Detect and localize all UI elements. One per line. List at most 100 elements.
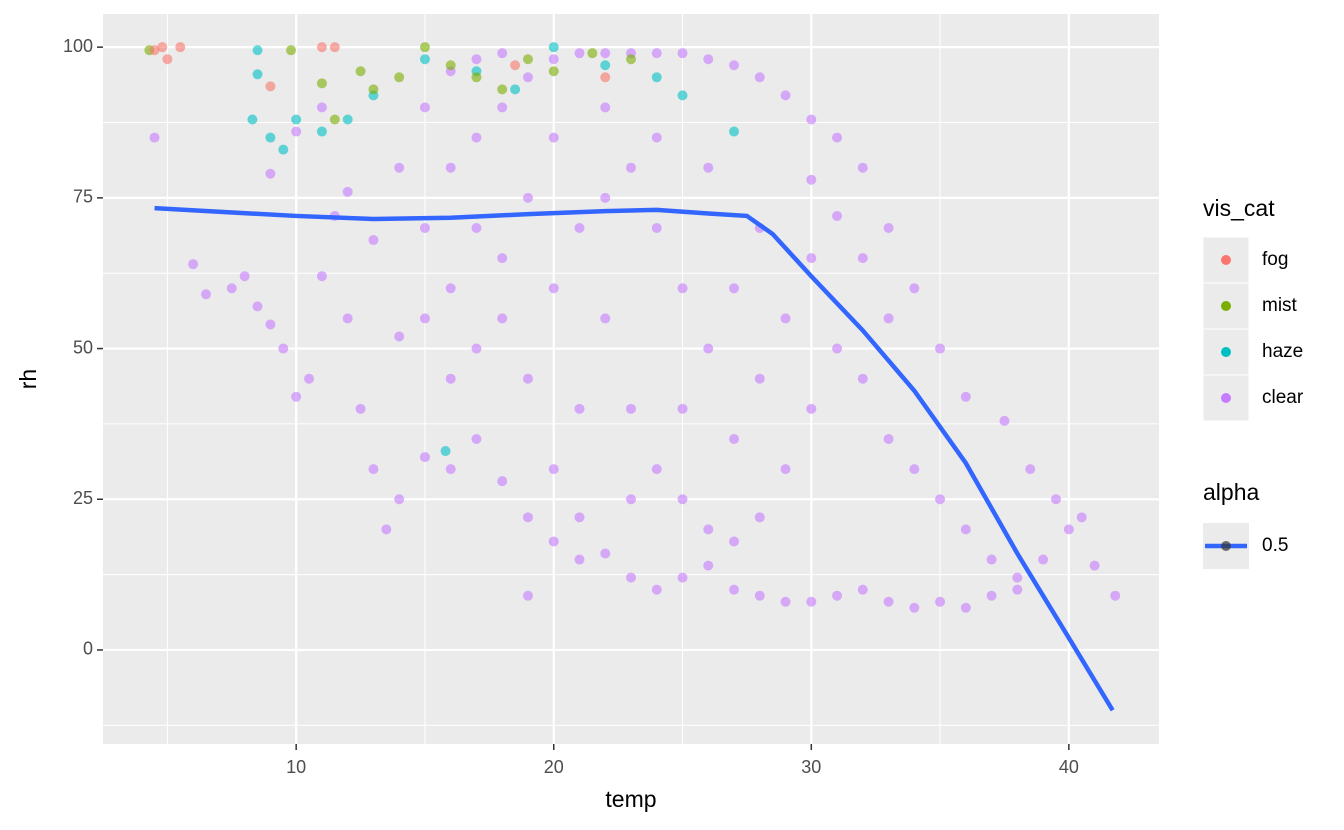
point <box>548 536 559 547</box>
point <box>286 45 297 56</box>
point <box>832 590 843 601</box>
point <box>703 560 714 571</box>
point <box>574 403 585 414</box>
point <box>471 222 482 233</box>
point <box>883 313 894 324</box>
point <box>316 78 327 89</box>
legend-symbol <box>1221 347 1231 357</box>
point <box>1025 464 1036 475</box>
point <box>729 536 740 547</box>
point <box>626 54 636 65</box>
point <box>677 494 688 505</box>
point <box>754 373 765 384</box>
point <box>754 590 765 601</box>
point <box>548 54 559 65</box>
point <box>394 162 405 173</box>
point <box>548 66 559 77</box>
x-tick-label: 40 <box>1059 757 1079 777</box>
point <box>651 48 662 59</box>
point <box>188 259 199 270</box>
point <box>780 313 791 324</box>
point <box>510 84 521 95</box>
legend-label: mist <box>1262 295 1298 316</box>
point <box>239 271 250 282</box>
point <box>626 403 636 414</box>
point <box>754 512 765 523</box>
point <box>252 69 263 80</box>
point <box>754 72 765 83</box>
point <box>626 494 636 505</box>
x-axis-title: temp <box>605 786 656 812</box>
point <box>703 54 714 65</box>
point <box>419 54 430 65</box>
point <box>548 464 559 475</box>
point <box>883 433 894 444</box>
legend-title: vis_cat <box>1203 195 1275 221</box>
point <box>291 126 302 137</box>
point <box>909 602 920 613</box>
point <box>574 222 585 233</box>
point <box>522 590 533 601</box>
point <box>497 48 508 59</box>
point <box>471 132 482 143</box>
point <box>445 373 456 384</box>
point <box>1110 590 1121 601</box>
point <box>909 283 920 294</box>
legend-symbol <box>1221 541 1231 551</box>
point <box>600 548 611 559</box>
point <box>419 222 430 233</box>
point <box>806 114 817 125</box>
point <box>960 602 971 613</box>
point <box>149 132 160 143</box>
point <box>316 126 327 137</box>
point <box>497 84 508 95</box>
point <box>522 512 533 523</box>
legend-label: fog <box>1262 249 1288 270</box>
point <box>1012 584 1023 595</box>
point <box>780 90 791 101</box>
x-tick-label: 20 <box>544 757 564 777</box>
point <box>445 162 456 173</box>
point <box>729 60 740 71</box>
point <box>394 494 405 505</box>
point <box>471 433 482 444</box>
smooth-line <box>154 205 1115 712</box>
legend-symbol <box>1221 255 1231 265</box>
point <box>677 48 688 59</box>
point <box>677 572 688 583</box>
point <box>355 66 366 77</box>
point <box>149 45 160 56</box>
y-axis-title: rh <box>15 369 41 389</box>
point <box>999 415 1010 426</box>
point <box>729 283 740 294</box>
point <box>419 313 430 324</box>
y-tick-label: 25 <box>73 488 93 508</box>
point <box>316 271 327 282</box>
point <box>703 343 714 354</box>
point <box>329 114 340 125</box>
point <box>1012 572 1023 583</box>
point <box>935 343 946 354</box>
point <box>651 464 662 475</box>
point <box>394 72 405 83</box>
point <box>600 313 611 324</box>
point <box>329 42 340 53</box>
panel <box>103 14 1159 744</box>
point <box>857 253 868 264</box>
point <box>226 283 237 294</box>
point <box>986 590 997 601</box>
point <box>548 42 559 53</box>
y-tick-label: 100 <box>63 36 93 56</box>
point <box>278 343 289 354</box>
point <box>316 42 327 53</box>
point <box>471 72 482 83</box>
point <box>677 403 688 414</box>
point <box>806 253 817 264</box>
point <box>703 162 714 173</box>
legend-label: 0.5 <box>1262 535 1288 556</box>
point <box>157 42 168 53</box>
legend-label: haze <box>1262 341 1303 362</box>
point <box>252 301 263 312</box>
x-tick-label: 30 <box>801 757 821 777</box>
